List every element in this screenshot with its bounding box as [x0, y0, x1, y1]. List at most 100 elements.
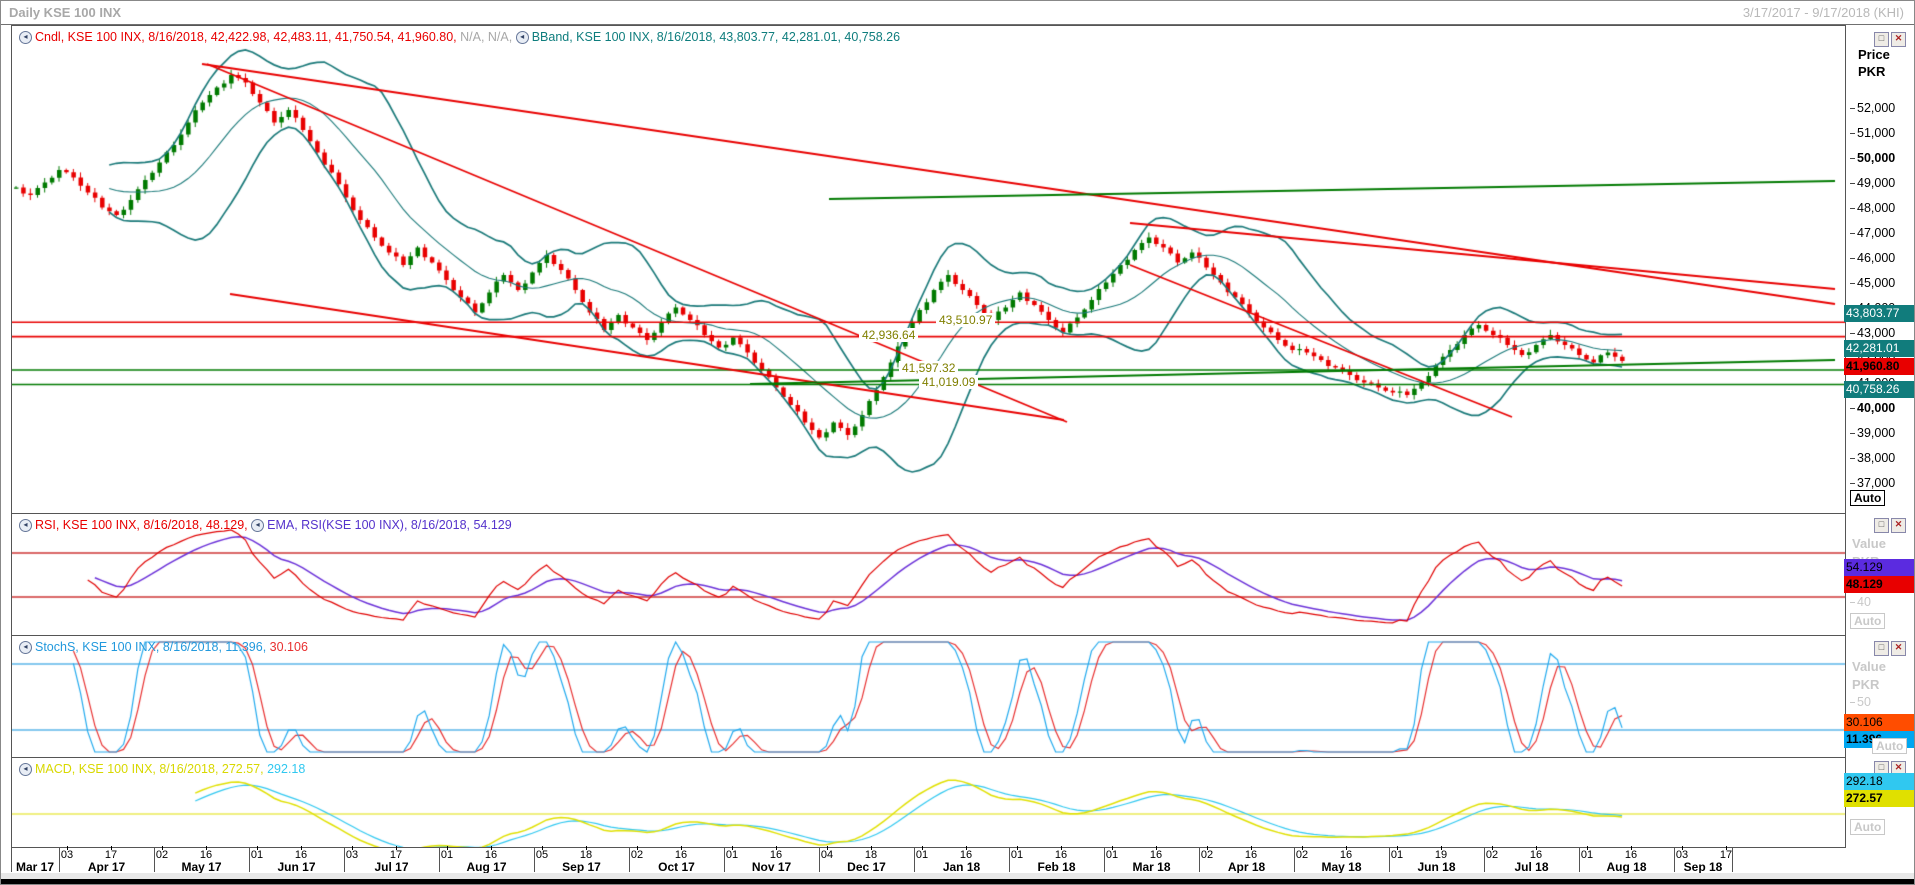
month-separator [1199, 847, 1200, 872]
month-label: Mar 18 [1132, 860, 1171, 874]
month-separator [1579, 847, 1580, 872]
macd-value-badge: 272.57 [1844, 790, 1914, 807]
rsi-legend-text[interactable]: RSI, KSE 100 INX, 8/16/2018, 48.129, [35, 518, 248, 532]
restore-window-icon[interactable]: □ [1874, 641, 1889, 656]
day-tick-mark [447, 846, 448, 850]
macd-chart[interactable] [11, 757, 1846, 848]
month-separator [629, 847, 630, 872]
indicator-collapse-icon[interactable] [251, 519, 265, 533]
macd-auto-scale-button[interactable]: Auto [1850, 819, 1886, 835]
day-tick-label: 01 [1105, 849, 1119, 861]
day-tick-mark [542, 846, 543, 850]
level-label[interactable]: 41,019.09 [919, 375, 979, 389]
main-legend: Cndl, KSE 100 INX, 8/16/2018, 42,422.98,… [19, 30, 901, 45]
level-label[interactable]: 42,936.64 [859, 328, 919, 342]
rsi-ema-badge: 54.129 [1844, 559, 1914, 576]
indicator-collapse-icon[interactable] [19, 641, 32, 655]
day-tick-label: 01 [440, 849, 454, 861]
indicator-collapse-icon[interactable] [19, 763, 32, 777]
rsi-auto-scale-button[interactable]: Auto [1850, 613, 1886, 629]
rsi-value-badge: 48.129 [1844, 576, 1914, 593]
day-tick-mark [206, 846, 207, 850]
month-label: May 17 [181, 860, 222, 874]
chart-title: Daily KSE 100 INX [9, 5, 121, 20]
day-tick-mark [1536, 846, 1537, 850]
day-tick-mark [1207, 846, 1208, 850]
day-tick-mark [637, 846, 638, 850]
day-tick-mark [1302, 846, 1303, 850]
day-tick-label: 03 [345, 849, 359, 861]
rsi-legend: RSI, KSE 100 INX, 8/16/2018, 48.129, EMA… [19, 518, 512, 533]
indicator-collapse-icon[interactable] [19, 31, 32, 45]
day-tick-mark [1682, 846, 1683, 850]
level-label[interactable]: 41,597.32 [899, 361, 959, 375]
stoch-axis-tick: 50 [1850, 695, 1871, 709]
price-axis-tick: 49,000 [1850, 176, 1895, 190]
day-tick-label: 01 [1580, 849, 1594, 861]
month-label: Apr 17 [87, 860, 126, 874]
month-separator [59, 847, 60, 872]
day-tick-mark [1587, 846, 1588, 850]
level-label[interactable]: 43,510.97 [936, 313, 996, 327]
close-window-icon[interactable]: ✕ [1891, 32, 1906, 47]
bband-middle-badge: 42,281.01 [1844, 340, 1914, 357]
close-window-icon[interactable]: ✕ [1891, 518, 1906, 533]
price-axis-tick: 40,000 [1850, 401, 1895, 415]
month-separator [1389, 847, 1390, 872]
bband-legend[interactable]: BBand, KSE 100 INX, 8/16/2018, 43,803.77… [531, 30, 901, 44]
month-label: Jul 18 [1514, 860, 1549, 874]
main-auto-scale-button[interactable]: Auto [1850, 490, 1886, 506]
rsi-axis-tick: 40 [1850, 595, 1871, 609]
month-label: Nov 17 [751, 860, 792, 874]
rsi-chart[interactable] [11, 513, 1846, 637]
price-axis-tick: 43,000 [1850, 326, 1895, 340]
month-separator [819, 847, 820, 872]
main-price-chart[interactable] [11, 25, 1846, 515]
price-axis-tick: 46,000 [1850, 251, 1895, 265]
day-tick-label: 01 [725, 849, 739, 861]
day-tick-label: 03 [1675, 849, 1689, 861]
day-tick-mark [67, 846, 68, 850]
month-label: Feb 18 [1037, 860, 1076, 874]
day-tick-mark [301, 846, 302, 850]
rsi-ema-legend-text[interactable]: EMA, RSI(KSE 100 INX), 8/16/2018, 54.129 [267, 518, 512, 532]
month-separator [1674, 847, 1675, 872]
month-separator [534, 847, 535, 872]
time-axis: Mar 17 Apr 17 May 17 Jun 17 Jul 17 Aug 17 Sep … [1, 846, 1914, 874]
month-separator [1484, 847, 1485, 872]
date-range-label: 3/17/2017 - 9/17/2018 (KHI) [1742, 5, 1904, 20]
day-tick-label: 02 [1295, 849, 1309, 861]
bband-upper-badge: 43,803.77 [1844, 305, 1914, 322]
month-label: Aug 17 [466, 860, 507, 874]
restore-window-icon[interactable]: □ [1874, 32, 1889, 47]
day-tick-label: 16 [1149, 849, 1163, 861]
month-separator [11, 847, 12, 872]
restore-window-icon[interactable]: □ [1874, 518, 1889, 533]
month-separator [914, 847, 915, 872]
close-window-icon[interactable]: ✕ [1891, 761, 1906, 776]
day-tick-mark [1346, 846, 1347, 850]
day-tick-mark [732, 846, 733, 850]
day-tick-mark [1492, 846, 1493, 850]
macd-legend-second: 292.18 [267, 762, 306, 776]
macd-legend-text[interactable]: MACD, KSE 100 INX, 8/16/2018, 272.57, [35, 762, 264, 776]
day-tick-mark [257, 846, 258, 850]
main-window-buttons: □ ✕ [1874, 32, 1906, 47]
close-window-icon[interactable]: ✕ [1891, 641, 1906, 656]
axis-title-pkr: PKR [1858, 64, 1886, 79]
stochastic-chart[interactable] [11, 635, 1846, 759]
candle-legend[interactable]: Cndl, KSE 100 INX, 8/16/2018, 42,422.98,… [35, 30, 457, 44]
day-tick-mark [681, 846, 682, 850]
stoch-legend-text[interactable]: StochS, KSE 100 INX, 8/16/2018, 11.396, [35, 640, 267, 654]
day-tick-mark [1251, 846, 1252, 850]
day-tick-label: 02 [1200, 849, 1214, 861]
day-tick-mark [396, 846, 397, 850]
stoch-auto-scale-button[interactable]: Auto [1872, 738, 1908, 754]
stoch-signal-badge: 30.106 [1844, 714, 1914, 731]
month-separator [1732, 847, 1733, 872]
indicator-collapse-icon[interactable] [515, 31, 529, 45]
day-tick-label: 02 [1485, 849, 1499, 861]
indicator-collapse-icon[interactable] [19, 519, 32, 533]
day-tick-mark [1441, 846, 1442, 850]
